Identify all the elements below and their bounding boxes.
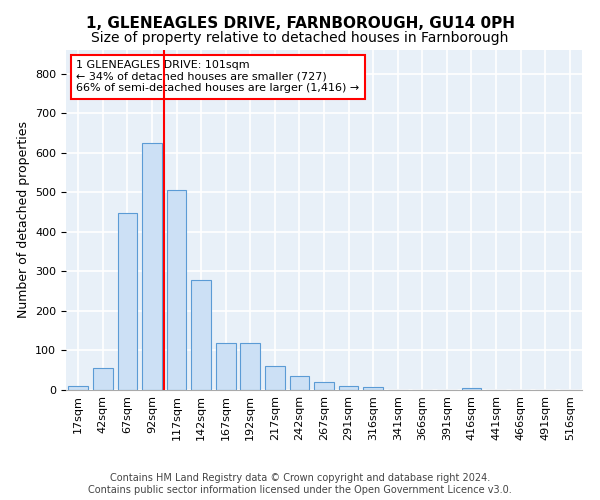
Bar: [93, 368, 113, 390]
Text: 1 GLENEAGLES DRIVE: 101sqm
← 34% of detached houses are smaller (727)
66% of sem: 1 GLENEAGLES DRIVE: 101sqm ← 34% of deta…: [76, 60, 359, 94]
Bar: [216, 344, 236, 390]
Bar: [167, 190, 187, 390]
Bar: [314, 382, 334, 390]
Bar: [364, 387, 383, 390]
Bar: [290, 376, 309, 390]
Bar: [339, 386, 358, 390]
Bar: [142, 143, 162, 390]
Bar: [118, 214, 137, 390]
Text: Contains HM Land Registry data © Crown copyright and database right 2024.
Contai: Contains HM Land Registry data © Crown c…: [88, 474, 512, 495]
Bar: [241, 344, 260, 390]
Bar: [461, 388, 481, 390]
Text: Size of property relative to detached houses in Farnborough: Size of property relative to detached ho…: [91, 31, 509, 45]
Bar: [68, 386, 88, 390]
Bar: [191, 280, 211, 390]
Bar: [265, 366, 284, 390]
Text: 1, GLENEAGLES DRIVE, FARNBOROUGH, GU14 0PH: 1, GLENEAGLES DRIVE, FARNBOROUGH, GU14 0…: [86, 16, 515, 31]
Y-axis label: Number of detached properties: Number of detached properties: [17, 122, 29, 318]
